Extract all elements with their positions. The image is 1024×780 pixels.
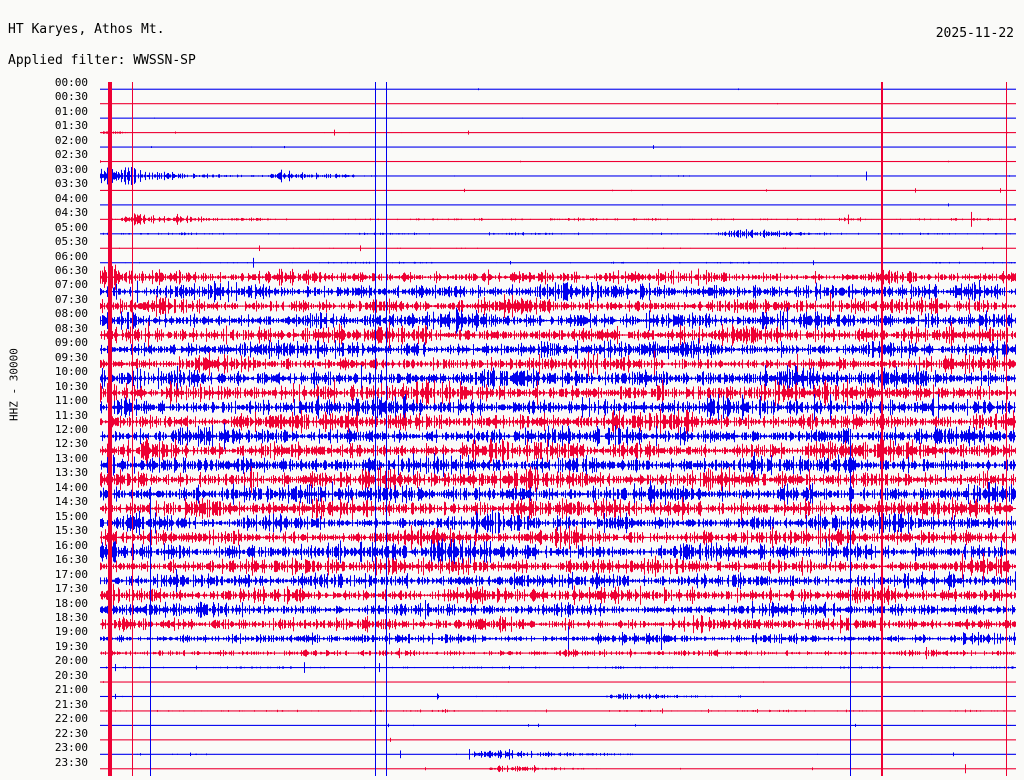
time-tick-label: 20:00 [54,654,88,668]
applied-filter-label: Applied filter: WWSSN-SP [8,53,196,68]
record-date: 2025-11-22 [935,26,1014,41]
time-tick-label: 21:30 [54,697,88,711]
time-tick-label: 23:00 [54,741,88,755]
time-tick-label: 14:00 [54,480,88,494]
time-tick-label: 18:00 [54,596,88,610]
time-tick-label: 04:30 [54,206,88,220]
time-tick-label: 10:30 [54,379,88,393]
time-tick-label: 17:30 [54,582,88,596]
seismogram-plot [100,82,1016,776]
time-tick-label: 12:30 [54,437,88,451]
time-tick-label: 09:30 [54,350,88,364]
seismogram-canvas [100,82,1016,776]
time-tick-label: 13:30 [54,466,88,480]
page-title: HT Karyes, Athos Mt. [8,22,165,37]
time-tick-label: 16:30 [54,553,88,567]
time-tick-label: 22:00 [54,712,88,726]
time-tick-label: 02:00 [54,133,88,147]
time-tick-label: 05:30 [54,235,88,249]
time-tick-label: 09:00 [54,336,88,350]
time-tick-label: 02:30 [54,148,88,162]
time-tick-label: 01:00 [54,104,88,118]
time-tick-label: 20:30 [54,668,88,682]
time-tick-label: 00:30 [54,90,88,104]
time-tick-label: 14:30 [54,495,88,509]
time-tick-label: 06:00 [54,249,88,263]
time-tick-label: 19:30 [54,639,88,653]
time-tick-label: 03:30 [54,177,88,191]
time-tick-label: 22:30 [54,726,88,740]
time-tick-label: 03:00 [54,162,88,176]
time-tick-label: 10:00 [54,365,88,379]
time-tick-label: 16:00 [54,538,88,552]
time-tick-label: 13:00 [54,451,88,465]
time-tick-label: 12:00 [54,423,88,436]
time-tick-label: 01:30 [54,119,88,133]
time-tick-label: 00:00 [54,76,88,89]
time-tick-label: 11:00 [54,394,88,408]
time-tick-label: 08:30 [54,321,88,335]
time-tick-label: 19:00 [54,625,88,639]
time-tick-label: 23:30 [54,755,88,769]
time-tick-label: 15:30 [54,524,88,538]
time-tick-label: 04:00 [54,191,88,205]
time-tick-label: 08:00 [54,307,88,321]
time-tick-label: 05:00 [54,220,88,234]
time-tick-label: 07:00 [54,278,88,292]
time-axis-ticks: 00:00 00:30 01:00 01:30 02:00 02:30 03:00 03:30… [0,0,100,780]
time-tick-label: 21:00 [54,683,88,697]
time-tick-label: 15:00 [54,509,88,523]
time-tick-label: 17:00 [54,567,88,581]
time-tick-label: 11:30 [54,408,88,422]
time-tick-label: 07:30 [54,292,88,306]
time-tick-label: 06:30 [54,263,88,277]
time-tick-label: 18:30 [54,610,88,624]
